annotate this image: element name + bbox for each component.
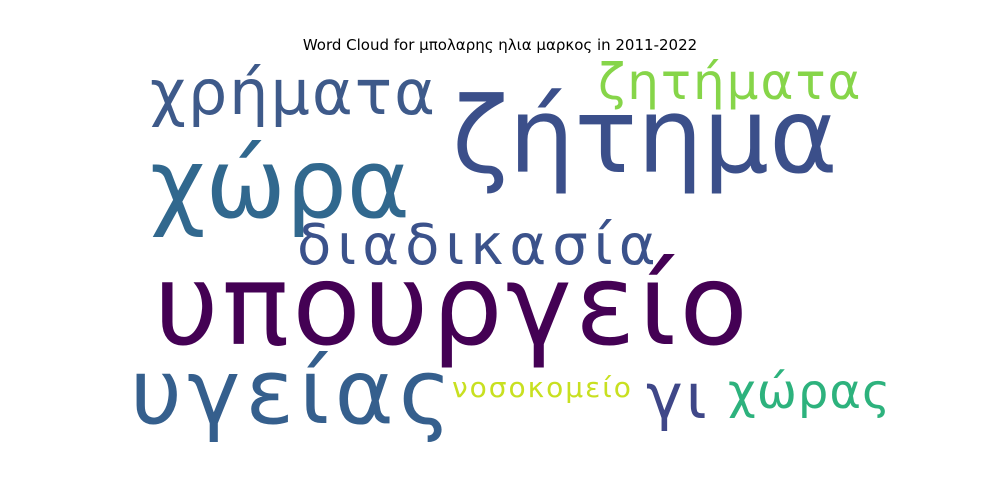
word-diadikasia: διαδικασία xyxy=(297,213,662,278)
word-xoras: χώρας xyxy=(728,364,892,420)
word-nosokomeio: νοσοκομείο xyxy=(452,371,633,404)
word-ygeias: υγείας xyxy=(130,340,457,445)
word-zitima: ζήτημα xyxy=(452,75,838,197)
word-xora: χώρα xyxy=(150,128,411,240)
word-xrimata: χρήματα xyxy=(150,56,437,129)
word-zitimata: ζητήματα xyxy=(598,53,863,111)
word-gi: γι xyxy=(646,360,710,433)
chart-title: Word Cloud for μπολαρης ηλια μαρκος in 2… xyxy=(302,36,698,54)
word-ypourgeio: υπουργείο xyxy=(154,241,751,371)
